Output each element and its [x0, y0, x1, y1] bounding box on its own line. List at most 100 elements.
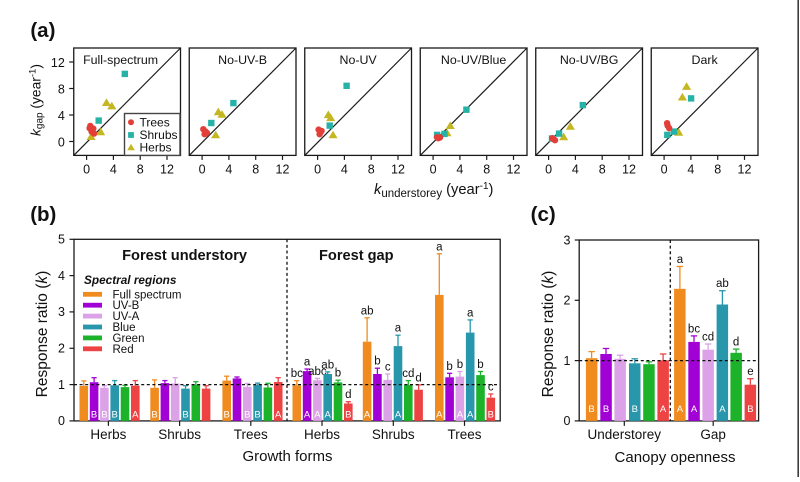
svg-text:B: B: [101, 409, 107, 420]
svg-text:4: 4: [341, 163, 348, 177]
svg-text:Understorey: Understorey: [588, 427, 662, 442]
svg-text:Shrubs: Shrubs: [158, 427, 201, 442]
svg-text:8: 8: [368, 163, 375, 177]
svg-text:B: B: [151, 409, 157, 420]
svg-text:0: 0: [58, 414, 65, 428]
svg-text:4: 4: [58, 269, 65, 283]
svg-text:0: 0: [564, 414, 571, 428]
svg-text:12: 12: [738, 163, 752, 177]
svg-text:0: 0: [314, 163, 321, 177]
svg-text:a: a: [436, 241, 443, 253]
svg-text:B: B: [254, 409, 260, 420]
svg-text:4: 4: [572, 163, 579, 177]
svg-text:UV-A: UV-A: [113, 311, 140, 323]
svg-text:kunderstorey (year-1): kunderstorey (year-1): [374, 181, 493, 200]
svg-text:3: 3: [58, 305, 65, 319]
svg-text:Trees: Trees: [234, 427, 268, 442]
svg-text:bc: bc: [291, 368, 303, 380]
svg-text:Full-spectrum: Full-spectrum: [83, 53, 158, 67]
svg-text:No-UV: No-UV: [340, 53, 378, 67]
svg-text:Herbs: Herbs: [140, 140, 172, 154]
svg-text:UV-B: UV-B: [113, 300, 140, 312]
svg-text:a: a: [677, 254, 684, 266]
svg-text:bc: bc: [688, 323, 700, 335]
svg-text:0: 0: [545, 163, 552, 177]
svg-text:b: b: [335, 368, 341, 380]
svg-text:A: A: [677, 404, 684, 415]
svg-text:B: B: [345, 409, 351, 420]
svg-text:0: 0: [430, 163, 437, 177]
svg-text:8: 8: [137, 163, 144, 177]
svg-text:4: 4: [58, 109, 65, 123]
svg-text:B: B: [632, 404, 638, 415]
svg-text:No-UV/Blue: No-UV/Blue: [441, 53, 507, 67]
svg-text:A: A: [314, 409, 321, 420]
svg-text:kgap (year-1): kgap (year-1): [28, 64, 46, 136]
svg-text:Spectral regions: Spectral regions: [84, 273, 177, 287]
svg-text:b: b: [374, 356, 380, 368]
svg-text:8: 8: [252, 163, 259, 177]
svg-text:4: 4: [110, 163, 117, 177]
svg-text:Herbs: Herbs: [304, 427, 340, 442]
svg-text:8: 8: [483, 163, 490, 177]
svg-text:A: A: [457, 409, 464, 420]
svg-text:12: 12: [391, 163, 405, 177]
svg-text:a: a: [467, 307, 474, 319]
svg-text:Growth forms: Growth forms: [242, 448, 332, 465]
svg-text:B: B: [182, 409, 188, 420]
svg-text:b: b: [457, 359, 463, 371]
svg-text:12: 12: [160, 163, 174, 177]
svg-text:Response ratio (k): Response ratio (k): [34, 271, 51, 398]
svg-text:5: 5: [58, 233, 65, 247]
svg-text:(a): (a): [30, 19, 55, 42]
svg-text:b: b: [477, 359, 483, 371]
svg-text:ab: ab: [321, 359, 334, 371]
svg-text:Shrubs: Shrubs: [372, 427, 415, 442]
svg-text:B: B: [488, 409, 494, 420]
svg-text:d: d: [345, 389, 351, 401]
svg-text:No-UV-B: No-UV-B: [218, 53, 267, 67]
svg-text:2: 2: [58, 342, 65, 356]
svg-text:(b): (b): [30, 203, 56, 226]
svg-text:0: 0: [83, 163, 90, 177]
svg-text:4: 4: [225, 163, 232, 177]
svg-text:A: A: [691, 404, 698, 415]
svg-text:(c): (c): [531, 203, 556, 226]
svg-text:cd: cd: [402, 368, 414, 380]
svg-text:B: B: [112, 409, 118, 420]
svg-text:A: A: [304, 409, 311, 420]
svg-text:0: 0: [58, 136, 65, 150]
svg-text:Blue: Blue: [113, 322, 136, 334]
svg-text:ab: ab: [716, 278, 729, 290]
svg-text:8: 8: [58, 83, 65, 97]
svg-text:B: B: [603, 404, 609, 415]
svg-text:12: 12: [276, 163, 290, 177]
svg-text:a: a: [395, 323, 402, 335]
svg-text:a: a: [304, 357, 311, 369]
svg-text:c: c: [385, 362, 391, 374]
svg-text:12: 12: [507, 163, 521, 177]
svg-text:A: A: [660, 404, 667, 415]
svg-text:Forest gap: Forest gap: [319, 248, 394, 264]
svg-text:A: A: [325, 409, 332, 420]
svg-text:0: 0: [661, 163, 668, 177]
svg-text:Red: Red: [113, 344, 134, 356]
svg-text:A: A: [436, 409, 443, 420]
svg-text:Trees: Trees: [447, 427, 481, 442]
svg-text:4: 4: [687, 163, 694, 177]
svg-text:B: B: [244, 409, 250, 420]
svg-text:No-UV/BG: No-UV/BG: [560, 53, 619, 67]
svg-text:1: 1: [58, 378, 65, 392]
svg-text:B: B: [224, 409, 230, 420]
svg-text:A: A: [719, 404, 726, 415]
svg-text:Canopy openness: Canopy openness: [615, 449, 736, 466]
svg-text:A: A: [467, 409, 474, 420]
svg-text:8: 8: [599, 163, 606, 177]
svg-text:abc: abc: [308, 366, 327, 378]
svg-text:Full spectrum: Full spectrum: [113, 289, 182, 301]
svg-text:12: 12: [622, 163, 636, 177]
svg-text:A: A: [395, 409, 402, 420]
svg-text:d: d: [733, 337, 739, 349]
svg-text:12: 12: [51, 56, 65, 70]
svg-text:e: e: [747, 366, 753, 378]
